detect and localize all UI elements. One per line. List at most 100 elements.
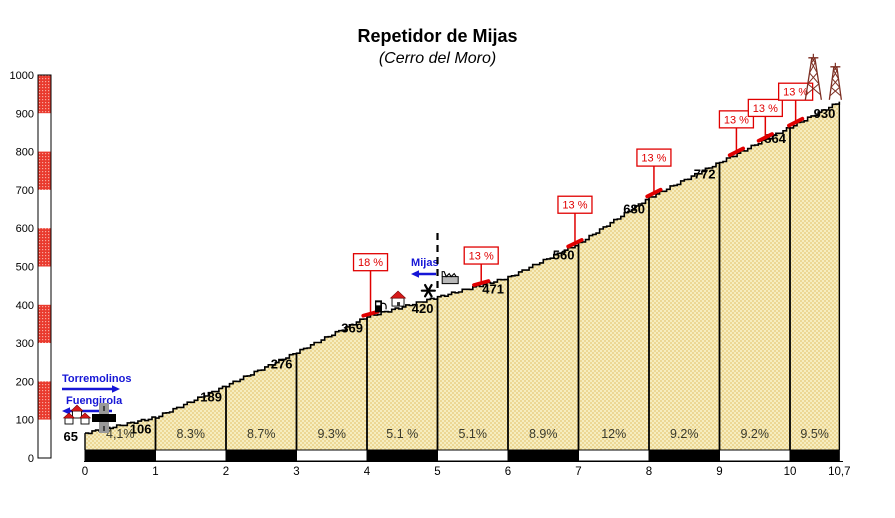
steep-dash-mark (566, 238, 584, 249)
y-axis-band (38, 304, 51, 344)
y-axis-band (38, 189, 51, 229)
km-bar (578, 449, 650, 462)
antenna-tower-icon-small (828, 62, 842, 100)
steep-flag: 13 % (747, 98, 783, 143)
elevation-label: 106 (130, 421, 152, 436)
house-roof (70, 404, 84, 412)
tower-brace (805, 83, 820, 96)
pump-screen (376, 302, 381, 306)
y-axis-band (38, 75, 51, 114)
arrow-head (112, 385, 120, 393)
flag-label: 13 % (469, 251, 494, 263)
km-bar (789, 449, 840, 462)
village-icon (62, 404, 92, 425)
gradient-label: 5.1 % (386, 427, 418, 441)
x-tick-label: 9 (716, 466, 722, 478)
tower-brace (829, 86, 840, 97)
steep-flags: 18 % 13 % 13 % 13 % 13 % 13 % 13 % (352, 82, 814, 318)
flag-label: 13 % (783, 87, 808, 99)
elevation-label: 276 (271, 356, 293, 371)
flag-label: 13 % (724, 114, 749, 126)
x-tick-label: 6 (505, 466, 511, 478)
flag-label: 18 % (358, 257, 383, 269)
km-bar (225, 449, 297, 462)
elevation-label: 471 (482, 282, 504, 297)
x-tick-label: 8 (646, 466, 652, 478)
km-bar (719, 449, 791, 462)
tower-brace (809, 72, 820, 85)
elevation-label: 369 (341, 321, 363, 336)
y-axis-band (38, 151, 51, 190)
y-axis-band (38, 343, 51, 382)
y-tick-label: 500 (16, 262, 34, 274)
house-roof (78, 412, 92, 419)
km-bar (155, 449, 227, 462)
x-tick-label: 10,7 (828, 466, 850, 478)
km-divider-lines (154, 128, 791, 460)
house-icon (389, 290, 407, 307)
gradient-label: 9.2% (741, 427, 770, 441)
y-tick-label: 200 (16, 376, 34, 388)
town-label-torremolinos: Torremolinos (62, 373, 131, 385)
town-label-fuengirola: Fuengirola (66, 395, 123, 407)
y-tick-label: 400 (16, 300, 34, 312)
gradient-label: 9.5% (800, 427, 829, 441)
flag-box (777, 82, 814, 101)
x-tick-label: 5 (434, 466, 440, 478)
pump-body (374, 300, 382, 313)
tower-brace (831, 69, 838, 79)
house-door (397, 302, 401, 307)
elevation-label: 864 (764, 131, 786, 146)
steep-dash-mark (727, 146, 746, 158)
flag-box (463, 246, 499, 265)
flag-label: 13 % (562, 200, 587, 212)
tower-brace (810, 57, 816, 64)
x-tick-label: 2 (223, 466, 229, 478)
y-tick-label: 0 (28, 453, 34, 465)
x-axis-tick-labels: 0 1 2 3 4 5 6 7 8 9 10 10,7 (82, 466, 851, 478)
tower-brace (810, 61, 818, 74)
steep-dash-mark (645, 187, 663, 199)
overpass-bar (92, 414, 116, 422)
antenna-tower-icon (804, 53, 822, 100)
x-tick-label: 1 (152, 466, 158, 478)
y-tick-label: 100 (16, 415, 34, 427)
y-axis-elevation-bar (37, 74, 52, 459)
landmark-icons (62, 53, 842, 433)
x-tick-label: 7 (575, 466, 581, 478)
gradient-label: 8.9% (529, 427, 558, 441)
km-bar (507, 449, 579, 462)
y-axis-band (38, 228, 51, 267)
gradient-label: 5.1% (459, 427, 488, 441)
factory-roof (441, 271, 457, 278)
house-body (72, 410, 82, 419)
gas-pump-icon (374, 300, 387, 313)
flag-box (636, 148, 672, 167)
elevation-label: 772 (694, 166, 716, 181)
gradient-label: 12% (601, 427, 626, 441)
house-body (80, 417, 90, 425)
tower-brace (833, 66, 838, 72)
star-ray (423, 283, 433, 298)
house-roof (62, 412, 76, 419)
tower-leg (804, 57, 813, 100)
x-tick-label: 10 (784, 466, 797, 478)
y-tick-label: 600 (16, 223, 34, 235)
chart-title: Repetidor de Mijas (357, 26, 518, 46)
arrow-head (411, 270, 419, 278)
tower-leg (828, 66, 835, 100)
flag-box (352, 253, 389, 272)
y-tick-label: 300 (16, 338, 34, 350)
elevation-label: 420 (412, 301, 434, 316)
steep-flag: 13 % (777, 82, 814, 128)
y-axis-band-border (37, 74, 52, 459)
y-axis-band (38, 381, 51, 420)
elevation-label: 930 (814, 106, 836, 121)
y-tick-label: 900 (16, 108, 34, 120)
gradient-label: 4,1% (106, 427, 135, 441)
steep-dash-mark (756, 132, 774, 143)
tower-brace (830, 78, 839, 88)
road-dash (103, 426, 105, 431)
steep-flag: 13 % (718, 110, 755, 158)
